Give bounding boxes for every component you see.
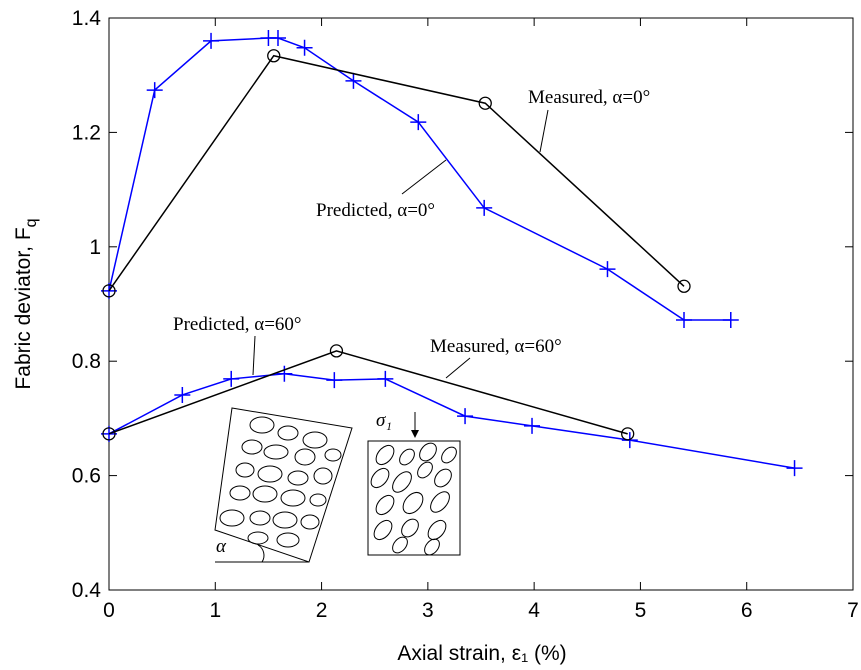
marker — [677, 279, 691, 293]
inset-angle-arc — [257, 544, 265, 563]
inset-sketch — [214, 407, 461, 563]
annotation: Predicted, α=0° — [316, 200, 435, 221]
x-axis-label: Axial strain, ε₁ (%) — [397, 642, 566, 665]
grains — [370, 442, 457, 556]
y-axis-label: Fabric deviator, Fq — [12, 218, 40, 389]
marker — [146, 82, 163, 99]
marker — [102, 284, 116, 298]
inset-label: σ₁ — [376, 410, 392, 431]
marker — [621, 427, 635, 441]
marker — [223, 370, 240, 387]
plot-frame — [108, 17, 854, 591]
marker — [524, 417, 541, 434]
marker — [722, 312, 739, 329]
marker — [267, 49, 281, 63]
x-tick-label: 6 — [741, 599, 753, 622]
marker — [377, 370, 394, 387]
annotation: Measured, α=60° — [430, 336, 562, 357]
marker — [203, 32, 220, 49]
leader-line — [445, 357, 471, 379]
marker — [476, 199, 493, 216]
inset-box — [214, 407, 353, 563]
marker — [410, 114, 427, 131]
x-tick-label: 0 — [103, 599, 115, 622]
x-tick-label: 7 — [847, 599, 859, 622]
marker — [276, 365, 293, 382]
marker — [296, 39, 313, 56]
inset-label: α — [216, 536, 227, 557]
y-tick-label: 1.4 — [72, 7, 102, 30]
marker — [326, 372, 343, 389]
x-tick-label: 1 — [209, 599, 221, 622]
x-tick-label: 5 — [635, 599, 647, 622]
marker — [676, 312, 693, 329]
y-axis-label-text: Fabric deviator, F — [12, 227, 35, 389]
y-tick-label: 0.4 — [72, 579, 102, 602]
leader-line — [539, 109, 549, 153]
marker — [478, 96, 492, 110]
y-tick-label: 1 — [89, 236, 101, 259]
marker — [102, 427, 116, 441]
series-line — [108, 37, 731, 321]
y-axis-label-subscript: q — [23, 218, 40, 227]
series-line — [108, 350, 628, 435]
marker — [345, 72, 362, 89]
marker — [174, 386, 191, 403]
leader-line — [401, 159, 447, 195]
annotation: Measured, α=0° — [528, 87, 650, 108]
series-line — [108, 373, 795, 469]
y-tick-label: 1.2 — [72, 121, 101, 144]
marker — [457, 408, 474, 425]
arrow-head — [411, 430, 419, 438]
grains — [219, 416, 342, 548]
y-tick-label: 0.8 — [72, 350, 101, 373]
marker — [269, 30, 286, 47]
annotation: Predicted, α=60° — [173, 314, 302, 335]
marker — [786, 460, 803, 477]
marker — [599, 261, 616, 278]
series-line — [108, 54, 685, 292]
leader-line — [252, 335, 256, 376]
marker — [329, 344, 344, 358]
x-tick-label: 3 — [422, 599, 434, 622]
y-tick-label: 0.6 — [72, 465, 101, 488]
x-tick-label: 2 — [316, 599, 328, 622]
inset-box — [367, 440, 461, 556]
x-tick-label: 4 — [528, 599, 540, 622]
